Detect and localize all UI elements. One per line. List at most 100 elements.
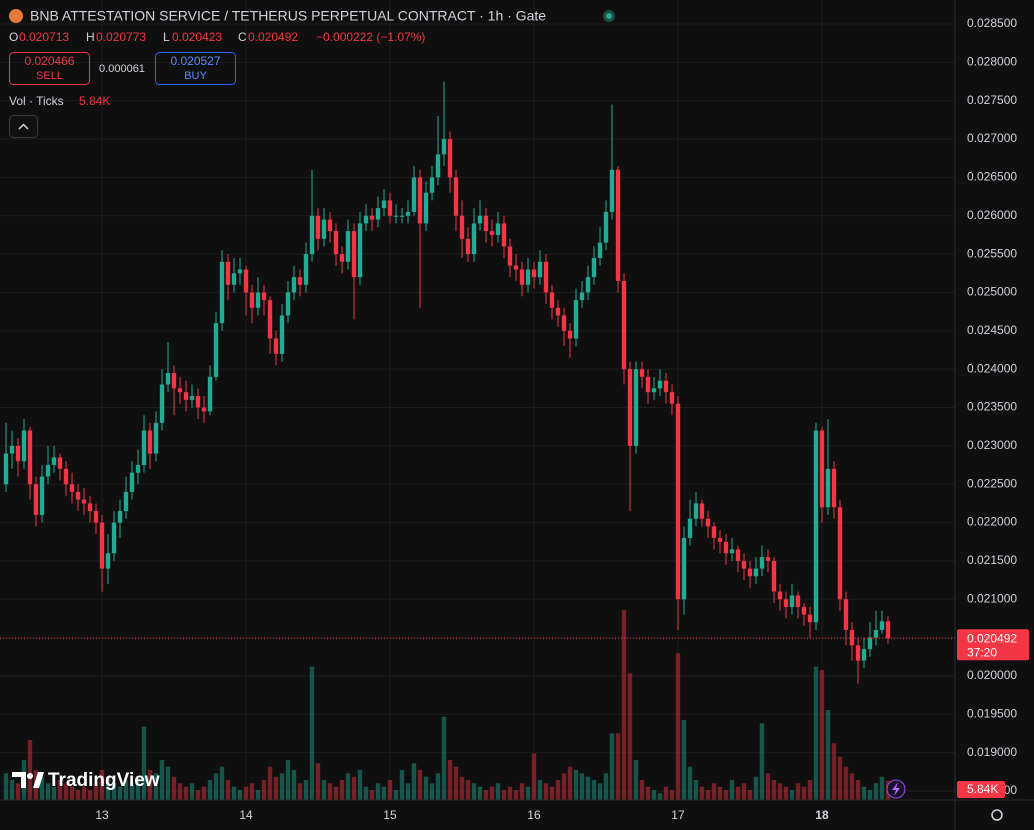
candle-body — [543, 261, 549, 293]
candle-body — [249, 292, 255, 308]
ohlc-value: 0.020773 — [96, 30, 146, 44]
x-tick-label: 15 — [383, 808, 397, 822]
volume-bar — [3, 773, 9, 800]
sell-label: SELL — [36, 70, 63, 82]
volume-bar — [297, 783, 303, 800]
y-tick-label: 0.021500 — [967, 553, 1017, 567]
volume-bar — [777, 783, 783, 800]
volume-bar — [501, 790, 507, 800]
candle-body — [819, 430, 825, 508]
volume-bar — [771, 780, 777, 800]
candle-body — [405, 211, 411, 216]
volume-bar — [663, 786, 669, 800]
volume-bar — [87, 790, 93, 800]
buy-button[interactable] — [155, 52, 236, 85]
collapse-icon — [18, 123, 29, 130]
volume-bar — [807, 780, 813, 800]
candle-body — [141, 430, 147, 466]
volume-bar — [273, 776, 279, 800]
candle-body — [81, 499, 87, 504]
candle-body — [429, 177, 435, 193]
candle-body — [33, 484, 39, 515]
candle-body — [195, 396, 201, 408]
volume-bar — [327, 783, 333, 800]
brand: TradingView — [48, 770, 160, 791]
candle-body — [639, 369, 645, 377]
candle-body — [39, 476, 45, 515]
candle-body — [657, 380, 663, 389]
volume-bar — [483, 790, 489, 800]
volume-bar — [567, 766, 573, 800]
collapse-button[interactable] — [9, 115, 38, 138]
volume-bar — [621, 610, 627, 800]
volume-bar — [843, 766, 849, 800]
candle-body — [495, 223, 501, 235]
candle-body — [837, 507, 843, 600]
candle-body — [645, 376, 651, 393]
volume-bar — [63, 783, 69, 800]
volume-bar — [189, 783, 195, 800]
candle-body — [351, 231, 357, 278]
candle-body — [201, 407, 207, 412]
candle-body — [867, 637, 873, 650]
ohlc-value: 0.020713 — [19, 30, 69, 44]
x-tick-label: 16 — [527, 808, 541, 822]
y-tick-label: 0.022500 — [967, 476, 1017, 490]
volume-bar — [753, 776, 759, 800]
volume-bar — [585, 776, 591, 800]
volume-bar — [345, 773, 351, 800]
settings-button[interactable] — [991, 809, 1003, 821]
candle-body — [831, 468, 837, 508]
candle-body — [291, 277, 297, 293]
volume-bar — [129, 783, 135, 800]
volume-bar — [453, 766, 459, 800]
candle-body — [261, 292, 267, 301]
candle-body — [147, 430, 153, 454]
candle-body — [369, 215, 375, 220]
volume-bar — [9, 780, 15, 800]
volume-bar — [873, 783, 879, 800]
volume-bar — [867, 790, 873, 800]
candle-body — [387, 200, 393, 216]
sell-price: 0.020466 — [24, 54, 74, 68]
y-tick-label: 0.019500 — [967, 706, 1017, 720]
y-tick-label: 0.025500 — [967, 246, 1017, 260]
price-badge — [957, 629, 1029, 661]
volume-bar — [609, 733, 615, 800]
volume-bar — [15, 783, 21, 800]
volume-bar — [291, 770, 297, 800]
volume-bar — [741, 783, 747, 800]
volume-bar — [117, 786, 123, 800]
volume-badge-value: 5.84K — [967, 782, 998, 796]
candle-body — [117, 511, 123, 523]
candle-body — [525, 269, 531, 285]
sell-button[interactable] — [9, 52, 90, 85]
candle-body — [327, 219, 333, 232]
candle-body — [651, 388, 657, 393]
volume-bar — [57, 780, 63, 800]
y-tick-label: 0.028000 — [967, 55, 1017, 69]
candle-body — [573, 300, 579, 339]
volume-bar — [573, 770, 579, 800]
ohlc-label: O — [9, 30, 18, 44]
candle-body — [393, 215, 399, 217]
volume-bar — [861, 786, 867, 800]
volume-bar — [357, 770, 363, 800]
candle-body — [21, 430, 27, 462]
candle-body — [459, 215, 465, 239]
volume-bar — [153, 773, 159, 800]
candle-body — [417, 177, 423, 224]
candle-body — [27, 430, 33, 485]
candle-body — [315, 215, 321, 239]
volume-bar — [27, 740, 33, 800]
volume-bar — [375, 783, 381, 800]
volume-bar — [837, 756, 843, 800]
volume-bar — [39, 776, 45, 800]
candle-body — [567, 330, 573, 339]
candle-body — [135, 465, 141, 473]
volume-bar — [819, 670, 825, 800]
candle-body — [873, 629, 879, 638]
ohlc-label: H — [86, 30, 95, 44]
candle-body — [477, 215, 483, 224]
